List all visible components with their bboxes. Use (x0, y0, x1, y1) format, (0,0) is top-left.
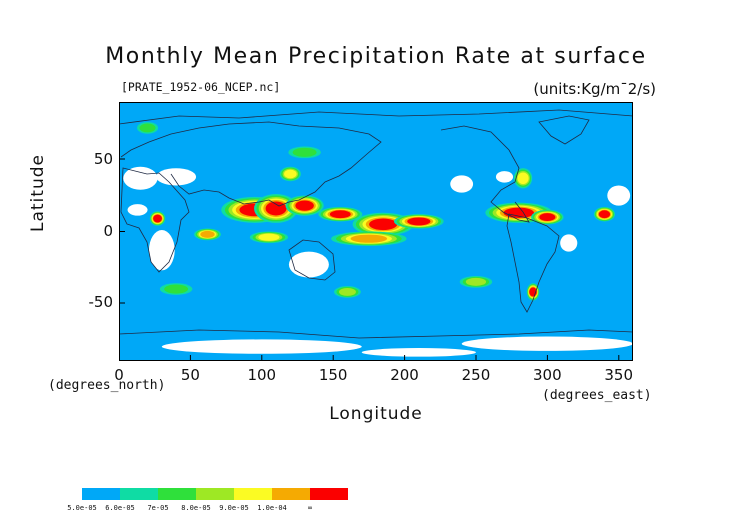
precip-contour-level-5 (350, 234, 388, 243)
colorbar-swatch (234, 488, 272, 500)
precip-contour-level-6 (265, 201, 287, 216)
coast-south-america (506, 213, 560, 313)
missing-data-layer (123, 166, 633, 357)
missing-data-area (560, 234, 578, 252)
colorbar-label: 6.0e-05 (105, 504, 135, 512)
y-tick-label: -50 (88, 293, 114, 312)
coast-arctic (119, 109, 633, 125)
precip-contour-level-6 (295, 200, 314, 211)
colorbar-label: 7e-05 (147, 504, 169, 512)
colorbar-swatch (310, 488, 348, 500)
y-axis-label: Latitude (28, 154, 48, 232)
missing-data-area (148, 230, 175, 271)
x-unit-label: (degrees_east) (542, 388, 652, 403)
precip-contour-level-4 (517, 172, 529, 185)
precip-contour-level-4 (284, 169, 297, 179)
missing-data-area (495, 171, 514, 183)
x-tick-label: 0 (114, 366, 124, 384)
tick-marks (119, 158, 620, 361)
x-tick-label: 250 (461, 366, 491, 384)
colorbar-label: 9.0e-05 (219, 504, 249, 512)
x-tick-label: 300 (533, 366, 562, 384)
chart-title: Monthly Mean Precipitation Rate at surfa… (105, 44, 647, 69)
file-label: [PRATE_1952-06_NCEP.nc] (121, 80, 281, 94)
y-unit-label: (degrees_north) (48, 378, 166, 393)
y-tick-label: 0 (103, 221, 113, 240)
colorbar-swatch (272, 488, 310, 500)
colorbar-swatch (158, 488, 196, 500)
colorbar-swatch (196, 488, 234, 500)
precip-contour-level-2 (139, 123, 156, 133)
x-axis-label: Longitude (329, 404, 423, 424)
missing-data-area (361, 348, 476, 357)
precip-contour-level-6 (503, 207, 535, 218)
x-tick-label: 50 (180, 366, 200, 384)
missing-data-area (123, 166, 158, 190)
precip-contour-level-6 (329, 210, 351, 219)
x-tick-label: 350 (604, 366, 634, 384)
colorbar-swatch (82, 488, 120, 500)
missing-data-area (161, 339, 362, 354)
y-tick-label: 50 (93, 149, 113, 168)
colorbar-label: 1.0e-04 (257, 504, 287, 512)
missing-data-area (450, 175, 474, 193)
precip-contour-level-6 (369, 218, 398, 231)
missing-data-area (288, 251, 329, 278)
colorbar-label: 8.0e-05 (181, 504, 211, 512)
missing-data-area (461, 336, 633, 351)
x-tick-label: 200 (390, 366, 419, 384)
precip-contour-level-4 (258, 233, 280, 241)
precip-contour-level-2 (292, 147, 317, 157)
coast-africa (120, 167, 190, 273)
precip-contour-level-3 (465, 277, 487, 286)
colorbar (82, 488, 348, 500)
coast-antarctica (119, 329, 633, 339)
precip-contour-level-6 (539, 213, 556, 222)
precip-contour-level-6 (407, 217, 431, 226)
coast-eurasia (120, 121, 382, 207)
precip-contours (136, 122, 616, 301)
missing-data-area (607, 185, 631, 206)
colorbar-swatch (120, 488, 158, 500)
x-tick-label: 150 (318, 366, 348, 384)
missing-data-area (127, 204, 148, 216)
precip-contour-level-6 (598, 210, 611, 219)
units-label: (units:Kg/m¯2/s) (533, 80, 656, 98)
precip-contour-level-5 (200, 230, 215, 238)
x-tick-label: 100 (247, 366, 277, 384)
missing-data-area (156, 168, 197, 186)
coast-australia (288, 239, 336, 281)
colorbar-label: ∞ (307, 504, 313, 512)
precipitation-map (119, 102, 633, 361)
coast-north-america (440, 125, 530, 223)
precip-contour-level-2 (164, 284, 189, 294)
coast-greenland (538, 115, 590, 145)
precip-contour-level-3 (338, 287, 356, 296)
precip-contour-level-6 (153, 214, 162, 223)
coastlines (119, 109, 633, 339)
colorbar-label: 5.0e-05 (67, 504, 97, 512)
